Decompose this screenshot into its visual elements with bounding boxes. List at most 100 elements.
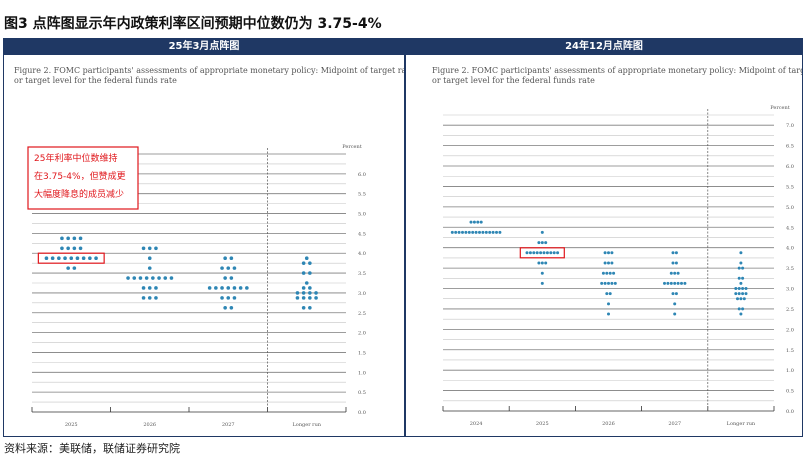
data-point xyxy=(151,276,155,280)
data-point xyxy=(147,256,152,260)
data-point xyxy=(226,286,231,290)
data-point xyxy=(737,307,741,311)
x-tick-label: Longer run xyxy=(292,422,321,428)
dot-plot-chart: Figure 2. FOMC participants' assessments… xyxy=(432,66,802,427)
data-point xyxy=(223,306,227,310)
data-point xyxy=(525,251,529,255)
data-point xyxy=(612,271,616,275)
y-tick-label: 3.0 xyxy=(358,291,366,297)
data-point xyxy=(308,306,312,310)
data-point xyxy=(72,236,77,241)
data-point xyxy=(739,297,743,301)
data-point xyxy=(60,236,64,241)
x-tick-label: Longer run xyxy=(727,421,756,427)
data-point xyxy=(491,230,495,234)
data-point xyxy=(220,296,224,300)
data-point xyxy=(314,296,318,300)
data-point xyxy=(147,286,152,290)
figure-caption-line: or target level for the federal funds ra… xyxy=(14,76,177,85)
data-point xyxy=(742,297,746,301)
data-point xyxy=(304,281,309,285)
data-point xyxy=(666,281,670,285)
data-point xyxy=(734,292,738,296)
median-highlight-box xyxy=(519,247,565,259)
data-point xyxy=(232,286,237,290)
data-point xyxy=(308,296,312,300)
data-point xyxy=(495,230,498,234)
data-point xyxy=(540,281,544,285)
data-point xyxy=(81,256,86,260)
x-tick-label: 2026 xyxy=(602,421,615,427)
data-point xyxy=(226,296,231,300)
data-point xyxy=(674,292,678,296)
data-point xyxy=(126,276,130,280)
data-point xyxy=(603,281,607,285)
data-point xyxy=(744,287,748,291)
dot-plot-panel-march-2025: 25年3月点阵图 Figure 2. FOMC participants' as… xyxy=(3,38,405,437)
data-point xyxy=(542,251,546,255)
data-point xyxy=(498,230,502,234)
data-point xyxy=(223,276,227,280)
data-point xyxy=(608,271,612,275)
x-tick-label: 2027 xyxy=(668,421,681,427)
data-point xyxy=(138,276,143,280)
data-point xyxy=(78,236,83,241)
data-point xyxy=(532,251,536,255)
data-point xyxy=(600,281,604,285)
data-point xyxy=(739,281,743,285)
data-point xyxy=(94,256,98,260)
y-tick-label: 2.5 xyxy=(786,307,794,313)
data-point xyxy=(214,286,218,290)
data-point xyxy=(464,230,468,234)
data-point xyxy=(147,246,152,251)
data-point xyxy=(472,220,476,224)
data-point xyxy=(154,296,158,300)
data-point xyxy=(607,281,610,285)
data-point xyxy=(301,286,306,290)
data-point xyxy=(154,246,158,251)
data-point xyxy=(220,286,224,290)
data-point xyxy=(669,281,673,285)
data-point xyxy=(457,230,461,234)
data-point xyxy=(607,251,610,255)
data-point xyxy=(454,230,458,234)
data-point xyxy=(674,261,678,265)
data-point xyxy=(479,220,483,224)
data-point xyxy=(232,266,237,270)
annotation-text: 25年利率中位数维持 xyxy=(34,152,117,164)
figure-caption-line: or target level for the federal funds ra… xyxy=(432,76,595,85)
data-point xyxy=(88,256,92,260)
y-tick-label: 4.0 xyxy=(358,251,366,257)
data-point xyxy=(739,251,743,255)
data-point xyxy=(741,276,745,280)
y-tick-label: 5.0 xyxy=(786,205,794,211)
source-note: 资料来源：美联储，联储证券研究院 xyxy=(4,442,180,455)
x-tick-label: 2025 xyxy=(536,421,549,427)
data-point xyxy=(75,256,80,260)
annotation-text: 在3.75-4%，但赞成更 xyxy=(34,170,126,182)
data-point xyxy=(669,271,673,275)
y-tick-label: 0.0 xyxy=(358,410,366,416)
y-tick-label: 6.0 xyxy=(358,172,366,178)
data-point xyxy=(141,296,146,300)
data-point xyxy=(314,291,318,295)
data-point xyxy=(676,281,680,285)
median-highlight-box xyxy=(37,252,105,264)
data-point xyxy=(476,220,480,224)
data-point xyxy=(304,256,309,260)
data-point xyxy=(549,251,553,255)
y-tick-label: 4.5 xyxy=(358,231,366,237)
data-point xyxy=(50,256,55,260)
data-point xyxy=(60,246,64,251)
data-point xyxy=(66,266,70,270)
y-tick-label: 7.0 xyxy=(786,123,794,129)
data-point xyxy=(734,287,738,291)
data-point xyxy=(537,241,541,245)
data-point xyxy=(141,246,146,251)
data-point xyxy=(238,286,243,290)
data-point xyxy=(535,251,539,255)
data-point xyxy=(671,261,675,265)
data-point xyxy=(157,276,161,280)
data-point xyxy=(467,230,471,234)
data-point xyxy=(737,266,741,270)
